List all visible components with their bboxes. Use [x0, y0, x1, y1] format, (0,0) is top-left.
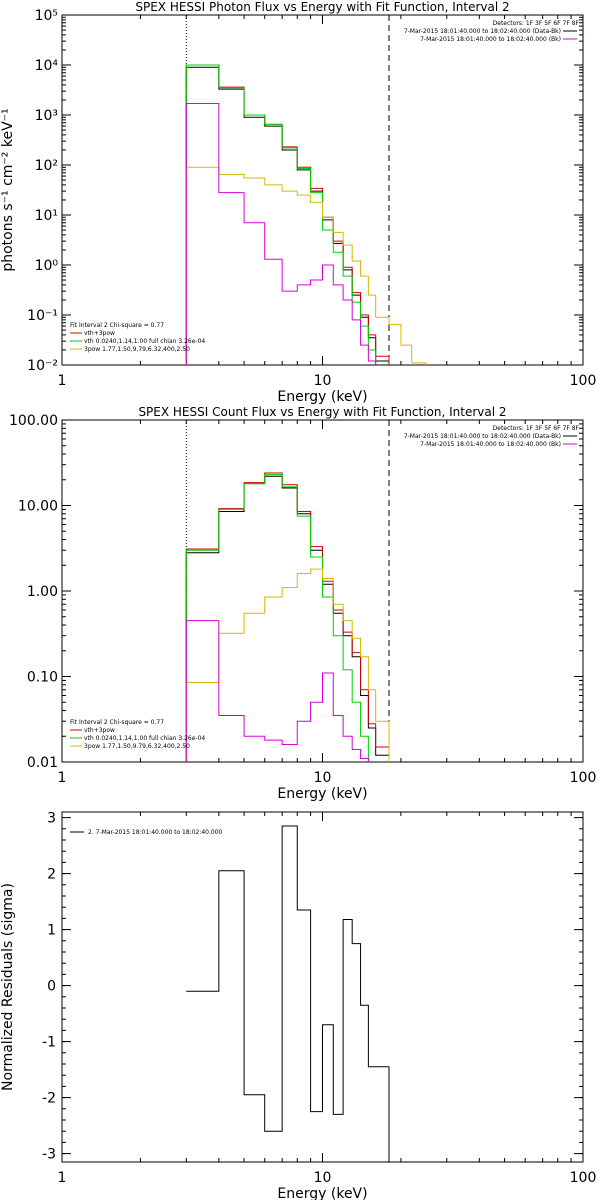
x-axis-label: Energy (keV) — [277, 389, 367, 405]
y-tick-label: 10² — [35, 158, 58, 174]
y-tick-label: 0.01 — [27, 755, 58, 771]
y-tick-label: 1 — [47, 923, 56, 939]
series-5-line — [185, 102, 377, 365]
y-tick-label: 0 — [47, 979, 56, 995]
y-tick-label: -2 — [42, 1091, 56, 1107]
x-axis-label: Energy (keV) — [277, 1186, 367, 1200]
y-tick-label: 10³ — [35, 108, 58, 124]
legend-entry-2: 7-Mar-2015 18:01:40.000 to 18:02:40.000 … — [420, 441, 561, 448]
chart-title: SPEX HESSI Count Flux vs Energy with Fit… — [138, 405, 506, 419]
series-1-line — [185, 66, 390, 365]
fit-header: Fit Interval 2 Chi-square = 0.77 — [70, 719, 164, 726]
legend: 2. 7-Mar-2015 18:01:40.000 to 18:02:40.0… — [70, 829, 223, 836]
x-tick-label: 100 — [570, 373, 597, 389]
legend-entry-1: 7-Mar-2015 18:01:40.000 to 18:02:40.000 … — [404, 28, 561, 35]
legend-detectors: Detectors: 1F 3F 5F 6F 7F 8F — [493, 20, 580, 27]
series-4-line — [185, 166, 427, 365]
x-tick-label: 10 — [314, 1170, 332, 1186]
fit-header: Fit Interval 2 Chi-square = 0.77 — [70, 322, 164, 329]
y-tick-label: 10⁻¹ — [27, 308, 58, 324]
y-tick-label: 0.10 — [27, 670, 58, 686]
chart-2: SPEX HESSI Count Flux vs Energy with Fit… — [9, 405, 596, 802]
legend-entry-1: 7-Mar-2015 18:01:40.000 to 18:02:40.000 … — [404, 433, 561, 440]
y-tick-label: 10⁴ — [35, 58, 59, 74]
series-4-line — [185, 568, 390, 762]
series-2-line — [185, 64, 390, 365]
legend: Detectors: 1F 3F 5F 6F 7F 8F7-Mar-2015 1… — [70, 20, 580, 353]
y-axis-label: Normalized Residuals (sigma) — [0, 883, 16, 1091]
x-axis-label: Energy (keV) — [277, 786, 367, 802]
legend: Detectors: 1F 3F 5F 6F 7F 8F7-Mar-2015 1… — [70, 425, 580, 750]
y-tick-label: 1.00 — [27, 584, 58, 600]
series-3-line — [185, 474, 369, 762]
y-tick-label: 10⁰ — [35, 258, 59, 274]
y-tick-label: 10¹ — [35, 208, 58, 224]
x-tick-label: 100 — [570, 770, 597, 786]
y-tick-label: 100.00 — [9, 413, 58, 429]
fit-entry-2: vth 0.0240,1.14,1.00 full chian 3.26e-04 — [84, 735, 205, 742]
x-tick-label: 100 — [570, 1170, 597, 1186]
fit-entry-1: vth+3pow — [84, 330, 115, 337]
x-tick-label: 10 — [314, 770, 332, 786]
y-tick-label: -3 — [42, 1147, 56, 1163]
y-axis-label: photons s⁻¹ cm⁻² keV⁻¹ — [0, 108, 16, 271]
series-2-line — [185, 472, 390, 762]
chart-title: SPEX HESSI Photon Flux vs Energy with Fi… — [135, 0, 509, 14]
y-tick-label: 10⁻² — [27, 358, 58, 374]
x-tick-label: 1 — [58, 770, 67, 786]
series-5-line — [185, 620, 369, 762]
fit-entry-3: 3pow 1.77,1.50,9.79,6.32,400,2.50 — [84, 743, 190, 750]
x-tick-label: 1 — [58, 1170, 67, 1186]
y-tick-label: 10.00 — [18, 499, 58, 515]
x-tick-label: 1 — [58, 373, 67, 389]
series-1-line — [186, 825, 390, 1162]
series-3-line — [185, 64, 377, 365]
y-tick-label: 3 — [47, 811, 56, 827]
y-tick-label: -1 — [42, 1035, 56, 1051]
y-tick-label: 10⁵ — [35, 8, 58, 24]
legend-detectors: Detectors: 1F 3F 5F 6F 7F 8F — [493, 425, 580, 432]
chart-1: SPEX HESSI Photon Flux vs Energy with Fi… — [0, 0, 596, 405]
fit-entry-3: 3pow 1.77,1.50,9.79,6.32,400,2.50 — [84, 346, 190, 353]
series-1-line — [185, 475, 390, 762]
legend-entry-1: 2. 7-Mar-2015 18:01:40.000 to 18:02:40.0… — [88, 829, 223, 836]
legend-entry-2: 7-Mar-2015 18:01:40.000 to 18:02:40.000 … — [420, 36, 561, 43]
chart-3: 1 10 100 -3 -2 -1 0 1 2 3 Energy (keV) Normalized R… — [0, 811, 596, 1200]
fit-entry-1: vth+3pow — [84, 727, 115, 734]
x-tick-label: 10 — [314, 373, 332, 389]
fit-entry-2: vth 0.0240,1.14,1.00 full chian 3.26e-04 — [84, 338, 205, 345]
y-tick-label: 2 — [47, 867, 56, 883]
